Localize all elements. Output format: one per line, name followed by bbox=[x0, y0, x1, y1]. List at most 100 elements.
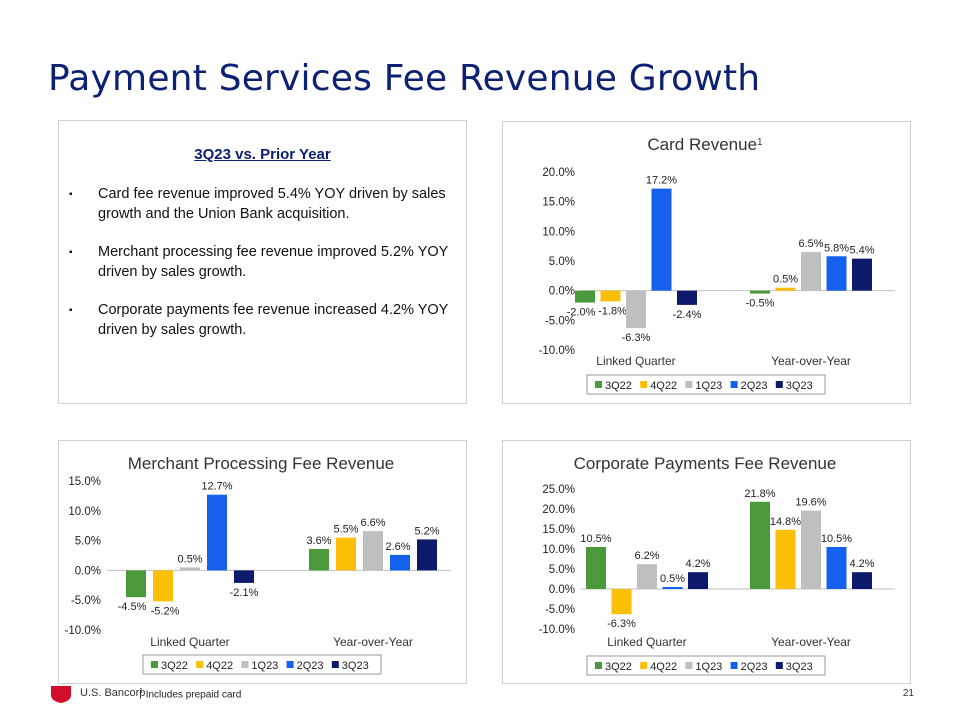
data-label: -0.5% bbox=[746, 298, 775, 310]
legend-label-3q23: 3Q23 bbox=[342, 660, 369, 672]
data-label: -2.0% bbox=[567, 307, 596, 319]
card-revenue-chart: Card Revenue1-10.0%-5.0%0.0%5.0%10.0%15.… bbox=[539, 135, 895, 395]
category-label: Year-over-Year bbox=[771, 635, 851, 649]
data-label: 6.5% bbox=[798, 238, 823, 250]
data-label: 5.5% bbox=[333, 524, 358, 536]
legend-swatch-1q23 bbox=[241, 661, 249, 668]
bar-3q22-year-over-year bbox=[309, 548, 329, 571]
bar-2q23-year-over-year bbox=[390, 554, 410, 571]
legend-box bbox=[586, 655, 826, 676]
legend-label-3q22: 3Q22 bbox=[161, 660, 188, 672]
legend-label-2q23: 2Q23 bbox=[741, 661, 768, 673]
legend-label-4q22: 4Q22 bbox=[650, 661, 677, 673]
legend-swatch-1q23 bbox=[685, 662, 693, 669]
bar-4q22-linked-quarter bbox=[611, 589, 632, 615]
bar-2q23-linked-quarter bbox=[207, 494, 227, 571]
data-label: 5.2% bbox=[414, 525, 439, 537]
data-label: -6.3% bbox=[622, 332, 651, 344]
data-label: 19.6% bbox=[795, 497, 826, 509]
chart-title-sup: 1 bbox=[757, 137, 763, 148]
y-tick-label: -10.0% bbox=[65, 625, 101, 637]
footer-note-sup: 1 bbox=[139, 688, 143, 695]
data-label: 3.6% bbox=[306, 535, 331, 547]
summary-bullets: ▪ Card fee revenue improved 5.4% YOY driv… bbox=[69, 185, 449, 359]
footer-note-text: Includes prepaid card bbox=[145, 689, 242, 701]
bar-3q23-linked-quarter bbox=[688, 572, 708, 589]
chart-title: Corporate Payments Fee Revenue bbox=[574, 454, 837, 473]
data-label: 6.2% bbox=[634, 550, 659, 562]
legend-label-3q22: 3Q22 bbox=[605, 380, 632, 392]
legend-label-3q23: 3Q23 bbox=[786, 380, 813, 392]
bar-3q22-year-over-year bbox=[750, 501, 770, 589]
legend-label-3q22: 3Q22 bbox=[605, 661, 632, 673]
data-label: -2.1% bbox=[230, 587, 259, 599]
bar-3q23-linked-quarter bbox=[677, 290, 697, 305]
data-label: 4.2% bbox=[849, 558, 874, 570]
summary-heading: 3Q23 vs. Prior Year bbox=[194, 146, 331, 163]
bullet-marker: ▪ bbox=[69, 189, 73, 200]
bar-4q22-year-over-year bbox=[336, 537, 356, 571]
bar-3q22-linked-quarter bbox=[126, 570, 146, 598]
data-label: 12.7% bbox=[201, 481, 232, 493]
data-label: 17.2% bbox=[646, 175, 677, 187]
chart-title: Merchant Processing Fee Revenue bbox=[128, 454, 394, 473]
y-tick-label: -5.0% bbox=[545, 315, 575, 327]
data-label: -4.5% bbox=[118, 601, 147, 613]
category-label: Linked Quarter bbox=[150, 635, 229, 649]
bullet-item: ▪ Card fee revenue improved 5.4% YOY driv… bbox=[69, 185, 449, 224]
bar-1q23-linked-quarter bbox=[180, 567, 200, 571]
legend-swatch-3q22 bbox=[595, 662, 602, 669]
legend-label-2q23: 2Q23 bbox=[741, 380, 768, 392]
y-tick-label: -10.0% bbox=[539, 345, 575, 357]
legend-swatch-3q23 bbox=[331, 661, 339, 668]
y-tick-label: 10.0% bbox=[542, 544, 575, 556]
data-label: 0.5% bbox=[773, 274, 798, 286]
data-label: 0.5% bbox=[660, 573, 685, 585]
category-label: Year-over-Year bbox=[333, 635, 413, 649]
y-tick-label: 0.0% bbox=[549, 584, 575, 596]
data-label: 10.5% bbox=[580, 533, 611, 545]
y-tick-label: -10.0% bbox=[539, 624, 575, 636]
legend-swatch-4q22 bbox=[640, 662, 648, 669]
bullet-text: Card fee revenue improved 5.4% YOY drive… bbox=[98, 186, 446, 222]
y-tick-label: 15.0% bbox=[542, 524, 575, 536]
legend-box bbox=[142, 654, 382, 675]
bullet-marker: ▪ bbox=[69, 247, 73, 258]
legend-box bbox=[586, 374, 826, 395]
bullet-text: Merchant processing fee revenue improved… bbox=[98, 244, 449, 280]
data-label: 10.5% bbox=[821, 533, 852, 545]
legend-label-1q23: 1Q23 bbox=[695, 380, 722, 392]
y-tick-label: 10.0% bbox=[68, 506, 101, 518]
corporate-payments-chart: Corporate Payments Fee Revenue -10.0% -5.0… bbox=[539, 454, 895, 676]
bank-shield-logo-icon bbox=[51, 686, 71, 703]
y-tick-label: 0.0% bbox=[549, 286, 575, 298]
legend-label-3q23: 3Q23 bbox=[786, 661, 813, 673]
data-label: -2.4% bbox=[673, 309, 702, 321]
legend-swatch-2q23 bbox=[286, 661, 294, 668]
bar-2q23-linked-quarter bbox=[662, 587, 683, 589]
bar-4q22-linked-quarter bbox=[153, 570, 173, 602]
legend-label-1q23: 1Q23 bbox=[695, 661, 722, 673]
legend-swatch-3q23 bbox=[775, 662, 783, 669]
card-revenue-chart-panel: Card Revenue1 -10.0% -5.0% 0.0% 5.0% 10.0% 15.… bbox=[502, 121, 911, 404]
data-label: -1.8% bbox=[598, 305, 627, 317]
data-label: 21.8% bbox=[744, 488, 775, 500]
y-tick-label: -5.0% bbox=[545, 604, 575, 616]
bar-2q23-year-over-year bbox=[826, 547, 847, 589]
data-label: 4.2% bbox=[685, 558, 710, 570]
legend-label-4q22: 4Q22 bbox=[650, 380, 677, 392]
corporate-chart-panel: Corporate Payments Fee Revenue -10.0% -5.0… bbox=[502, 440, 911, 684]
data-label: 5.8% bbox=[824, 242, 849, 254]
bar-1q23-year-over-year bbox=[801, 252, 821, 291]
y-tick-label: 20.0% bbox=[542, 504, 575, 516]
bullet-item: ▪ Corporate payments fee revenue increase… bbox=[69, 301, 449, 340]
legend-label-1q23: 1Q23 bbox=[251, 660, 278, 672]
bar-4q22-year-over-year bbox=[775, 529, 796, 589]
y-tick-label: -5.0% bbox=[71, 595, 101, 607]
data-label: -5.2% bbox=[151, 605, 180, 617]
y-tick-label: 15.0% bbox=[542, 197, 575, 209]
legend-swatch-3q22 bbox=[595, 381, 602, 388]
y-tick-label: 0.0% bbox=[75, 565, 101, 577]
data-label: 6.6% bbox=[360, 517, 385, 529]
bar-1q23-year-over-year bbox=[801, 510, 821, 589]
